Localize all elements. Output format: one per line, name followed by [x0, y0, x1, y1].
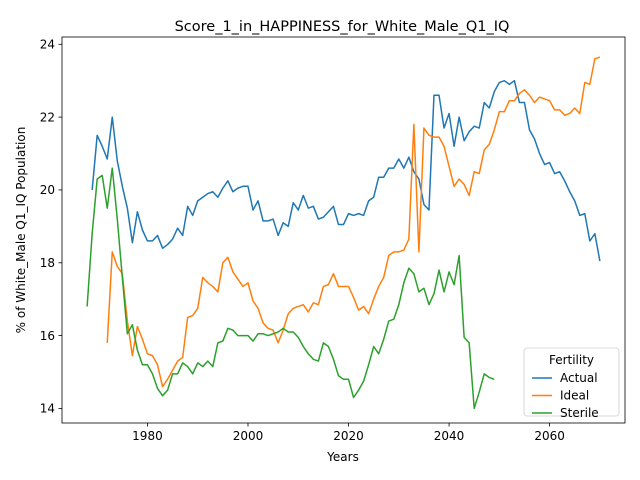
x-tick-label: 1980	[132, 429, 163, 443]
x-tick-label: 2020	[333, 429, 364, 443]
series-line-sterile	[86, 167, 495, 410]
x-axis-label: Years	[326, 450, 359, 464]
legend-box	[523, 347, 620, 417]
y-tick-label: 24	[40, 38, 55, 52]
x-tick-label: 2000	[233, 429, 264, 443]
legend-label-ideal: Ideal	[560, 389, 589, 403]
legend-title: Fertility	[549, 353, 594, 367]
x-axis: 1980 2000 2020 2040 2060	[132, 423, 565, 443]
y-axis-label: % of White_Male Q1_IQ Population	[14, 127, 28, 334]
chart-title: Score_1_in_HAPPINESS_for_White_Male_Q1_I…	[175, 19, 510, 35]
series-line-actual	[91, 79, 601, 262]
y-tick-label: 16	[40, 329, 55, 343]
plot-frame	[61, 36, 626, 424]
legend-label-sterile: Sterile	[560, 406, 599, 420]
x-tick-label: 2040	[434, 429, 465, 443]
x-tick-label: 2060	[534, 429, 565, 443]
y-tick-label: 14	[40, 402, 55, 416]
y-tick-label: 20	[40, 183, 55, 197]
y-tick-label: 18	[40, 256, 55, 270]
legend: Fertility Actual Ideal Sterile	[523, 347, 620, 420]
plot-series	[86, 56, 601, 410]
series-line-ideal	[106, 56, 601, 388]
y-axis: 14 16 18 20 22 24	[40, 38, 62, 416]
y-tick-label: 22	[40, 110, 55, 124]
legend-label-actual: Actual	[560, 371, 598, 385]
